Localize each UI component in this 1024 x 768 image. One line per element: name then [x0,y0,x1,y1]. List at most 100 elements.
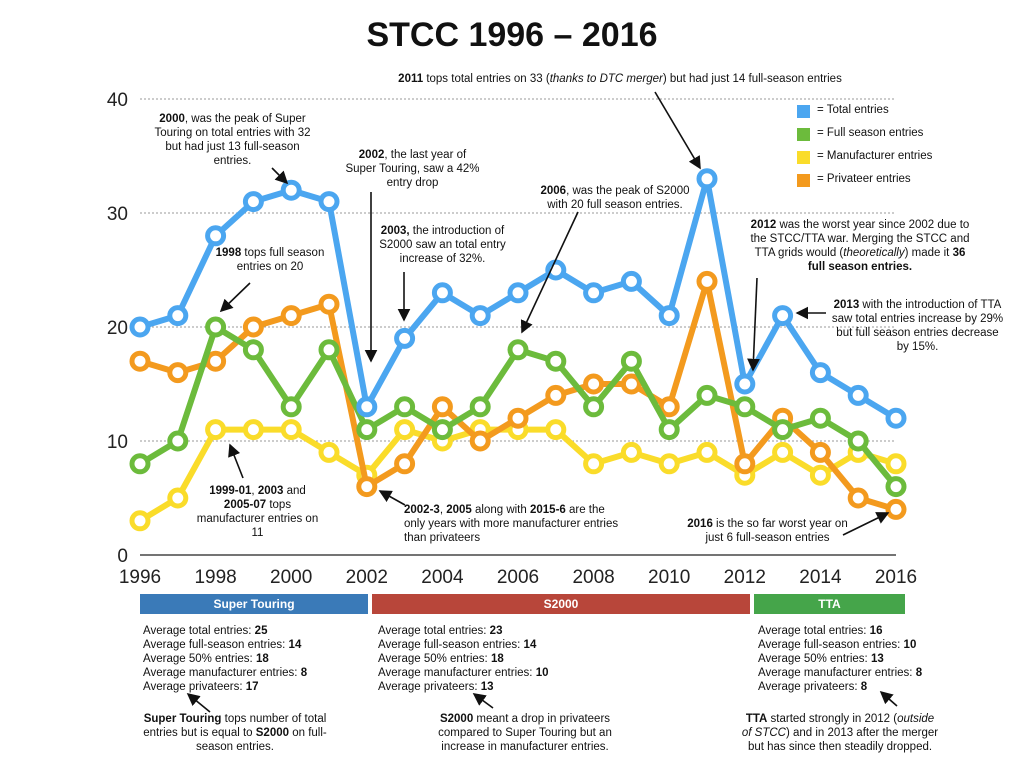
stat-value: 8 [860,681,868,693]
data-point [583,453,605,475]
stat-label: Average privateers: [758,681,861,693]
text-segment: 2000 [159,113,185,125]
data-point [658,305,680,327]
data-point [809,362,831,384]
text-segment: outside of STCC [741,713,935,739]
data-point [583,282,605,304]
data-point [394,327,416,349]
data-point [658,453,680,475]
text-segment: Super Touring [143,713,222,725]
y-tick-label: 30 [107,204,128,225]
text-segment: 2013 [833,299,860,311]
data-point [545,259,567,281]
data-point [280,419,302,441]
era-note: Super Touring tops number of total entri… [140,712,330,754]
x-tick-label: 1996 [119,567,161,588]
text-segment: 2005 [446,504,472,516]
data-point [772,441,794,463]
data-point [205,419,227,441]
stat-row: Average manufacturer entries: 8 [143,666,307,680]
data-point [129,453,151,475]
text-segment: 2011 [398,73,424,85]
data-point [507,282,529,304]
stat-label: Average full-season entries: [378,639,524,651]
data-point [696,384,718,406]
data-point [431,419,453,441]
era-band: S2000 [372,594,750,614]
stat-row: Average 50% entries: 18 [378,652,548,666]
legend-label: = Manufacturer entries [817,150,933,162]
data-point [318,441,340,463]
stat-value: 14 [288,639,302,651]
data-point [167,362,189,384]
text-segment: TTA [745,713,768,725]
data-point [696,270,718,292]
legend-swatch [797,174,810,187]
legend-label: = Full season entries [817,127,924,139]
data-point [809,407,831,429]
annotation: 2016 is the so far worst year on just 6 … [685,517,850,545]
data-point [885,407,907,429]
data-point [734,453,756,475]
data-point [242,316,264,338]
x-tick-label: 2010 [648,567,690,588]
stat-row: Average full-season entries: 14 [143,638,307,652]
data-point [734,396,756,418]
text-segment: and [283,485,306,497]
data-point [885,498,907,520]
era-stats: Average total entries: 23 Average full-se… [378,624,548,694]
stat-value: 17 [245,681,259,693]
stat-label: Average total entries: [758,625,870,637]
era-stats: Average total entries: 16 Average full-se… [758,624,922,694]
annotation-arrow [219,282,251,313]
data-point [356,396,378,418]
data-point [469,396,491,418]
data-point [318,339,340,361]
stat-label: Average manufacturer entries: [758,667,916,679]
x-tick-label: 1998 [194,567,236,588]
annotation: 2000, was the peak of Super Touring on t… [150,112,315,168]
legend-label: = Privateer entries [817,173,911,185]
stat-value: 16 [869,625,883,637]
stat-label: Average privateers: [143,681,246,693]
text-segment: ) and in 2013 after the merger but has s… [747,727,939,753]
stat-label: Average total entries: [143,625,255,637]
annotation-arrow [654,91,701,170]
text-segment: S2000 [255,727,290,739]
text-segment: , was the peak of S2000 with 20 full sea… [547,185,690,211]
stat-value: 18 [255,653,269,665]
text-segment: ) made it [904,247,953,259]
data-point [696,168,718,190]
data-point [242,419,264,441]
data-point [583,373,605,395]
stat-row: Average 50% entries: 13 [758,652,922,666]
text-segment: meant a drop in privateers compared to S… [438,713,612,753]
data-point [734,373,756,395]
stat-value: 8 [915,667,923,679]
era-band: TTA [754,594,905,614]
text-segment: was the worst year since 2002 due to the… [750,219,970,259]
stat-label: Average manufacturer entries: [378,667,536,679]
stat-value: 14 [523,639,537,651]
data-point [620,350,642,372]
stat-row: Average full-season entries: 14 [378,638,548,652]
x-tick-label: 2006 [497,567,539,588]
stat-value: 10 [903,639,917,651]
stat-label: Average privateers: [378,681,481,693]
text-segment: are the only years with more manufacture… [404,504,619,544]
text-segment: the introduction of S2000 saw an total e… [379,225,506,265]
stat-value: 10 [535,667,549,679]
text-segment: 2002-3 [404,504,440,516]
data-point [129,350,151,372]
data-point [318,191,340,213]
text-segment: ) but had just 14 full-season entries [662,73,842,85]
stat-value: 8 [300,667,308,679]
data-point [620,373,642,395]
data-point [242,339,264,361]
text-segment: theoretically [843,247,905,259]
data-point [356,419,378,441]
stat-value: 13 [480,681,494,693]
note-arrow [879,690,898,707]
text-segment: S2000 [439,713,474,725]
